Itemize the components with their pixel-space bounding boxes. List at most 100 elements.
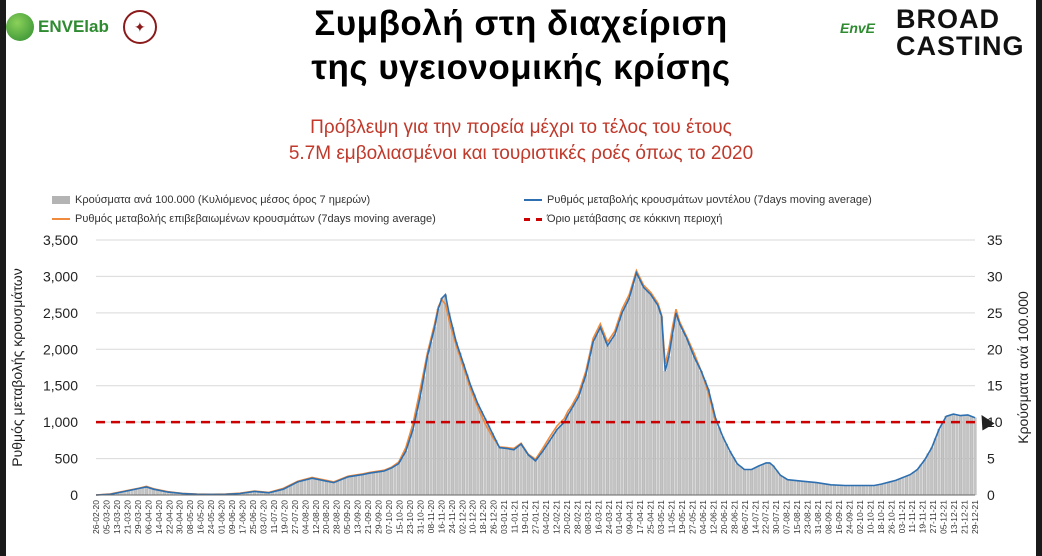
page-title-line2: της υγειονομικής κρίσης: [311, 48, 731, 87]
bar: [523, 449, 527, 496]
bar: [483, 418, 487, 496]
bar: [317, 479, 321, 496]
x-tick-label: 03-01-21: [499, 500, 509, 534]
bar: [490, 432, 494, 496]
bar: [584, 374, 588, 496]
bar: [861, 485, 865, 496]
bar: [566, 414, 570, 496]
bar: [404, 451, 408, 496]
x-tick-label: 03-07-20: [258, 500, 268, 534]
x-tick-label: 16-03-21: [593, 500, 603, 534]
bar: [858, 485, 862, 496]
x-tick-label: 05-12-21: [939, 500, 949, 534]
bar: [811, 482, 815, 496]
bar: [606, 345, 610, 496]
bar: [530, 457, 534, 496]
bar: [962, 415, 966, 496]
bar: [559, 425, 563, 496]
bar: [807, 481, 811, 496]
bar: [724, 443, 728, 496]
bar: [382, 470, 386, 496]
bar: [638, 279, 642, 496]
bar: [836, 485, 840, 496]
legend-label-model: Ρυθμός μεταβολής κρουσμάτων μοντέλου (7d…: [547, 194, 872, 206]
bar: [454, 341, 458, 496]
x-tick-label: 09-06-20: [227, 500, 237, 534]
bar: [299, 480, 303, 496]
bar: [775, 470, 779, 496]
bar: [544, 445, 548, 496]
x-tick-label: 01-06-20: [217, 500, 227, 534]
bar: [883, 483, 887, 496]
y-tick-left: 500: [55, 451, 79, 467]
y-tick-left: 2,500: [43, 305, 78, 321]
bar: [501, 447, 505, 496]
y-tick-left: 0: [70, 487, 78, 503]
bar: [534, 460, 537, 496]
x-tick-label: 21-03-20: [122, 500, 132, 534]
bar: [926, 453, 930, 496]
bar: [292, 483, 296, 496]
bar: [368, 472, 372, 496]
x-tick-label: 19-01-21: [520, 500, 530, 534]
bar: [591, 341, 595, 496]
x-tick-label: 07-10-20: [384, 500, 394, 534]
bar: [887, 482, 891, 496]
y-tick-left: 1,500: [43, 378, 78, 394]
x-tick-label: 02-10-21: [855, 500, 865, 534]
bar: [757, 465, 761, 496]
bar: [552, 434, 556, 496]
bar: [479, 411, 483, 496]
bar: [397, 463, 401, 496]
bar: [959, 415, 963, 496]
y-axis-title-left: Ρυθμός μεταβολής κρουσμάτων: [9, 268, 25, 466]
bar: [739, 466, 743, 496]
x-tick-label: 20-08-20: [321, 500, 331, 534]
bar: [602, 336, 606, 496]
bar: [519, 443, 523, 496]
bar: [847, 485, 851, 496]
bar: [371, 472, 375, 496]
bar: [966, 414, 970, 496]
broadcasting-line1: BROAD: [896, 4, 1000, 34]
bar: [562, 421, 566, 496]
bar: [465, 374, 469, 496]
bar: [613, 334, 617, 496]
bar: [710, 403, 714, 496]
legend-label-bars: Κρούσματα ανά 100.000 (Κυλιόμενος μέσος …: [75, 194, 371, 206]
bar: [350, 476, 354, 496]
bar: [699, 370, 703, 496]
x-tick-label: 04-08-20: [300, 500, 310, 534]
bar: [624, 305, 628, 496]
page-title-line1: Συμβολή στη διαχείριση: [314, 4, 728, 43]
x-tick-label: 11-01-21: [510, 500, 520, 534]
bar: [818, 483, 822, 496]
x-tick-label: 19-11-21: [918, 500, 928, 534]
bar: [634, 272, 638, 496]
x-tick-label: 29-09-20: [374, 500, 384, 534]
bar: [598, 327, 602, 496]
x-tick-label: 28-02-21: [572, 500, 582, 534]
bar: [721, 436, 725, 496]
y-axis-title-right: Κρούσματα ανά 100.000: [1015, 291, 1031, 444]
x-tick-label: 01-04-21: [614, 500, 624, 534]
bar: [451, 327, 455, 496]
x-tick-label: 08-05-20: [185, 500, 195, 534]
bar: [515, 446, 519, 496]
bar: [750, 469, 754, 496]
legend-swatch-model: [524, 199, 542, 201]
bar: [951, 413, 955, 496]
bar: [137, 488, 141, 496]
bar: [768, 462, 772, 496]
y-tick-left: 3,500: [43, 232, 78, 248]
x-tick-label: 17-06-20: [238, 500, 248, 534]
x-tick-label: 27-07-20: [290, 500, 300, 534]
bar: [407, 440, 411, 496]
legend-item-threshold: Όριο μετάβασης σε κόκκινη περιοχή: [524, 213, 722, 225]
x-tick-label: 23-10-20: [405, 500, 415, 534]
bar: [418, 396, 422, 496]
x-tick-label: 12-06-21: [708, 500, 718, 534]
bar: [901, 477, 905, 496]
bar: [548, 440, 552, 496]
